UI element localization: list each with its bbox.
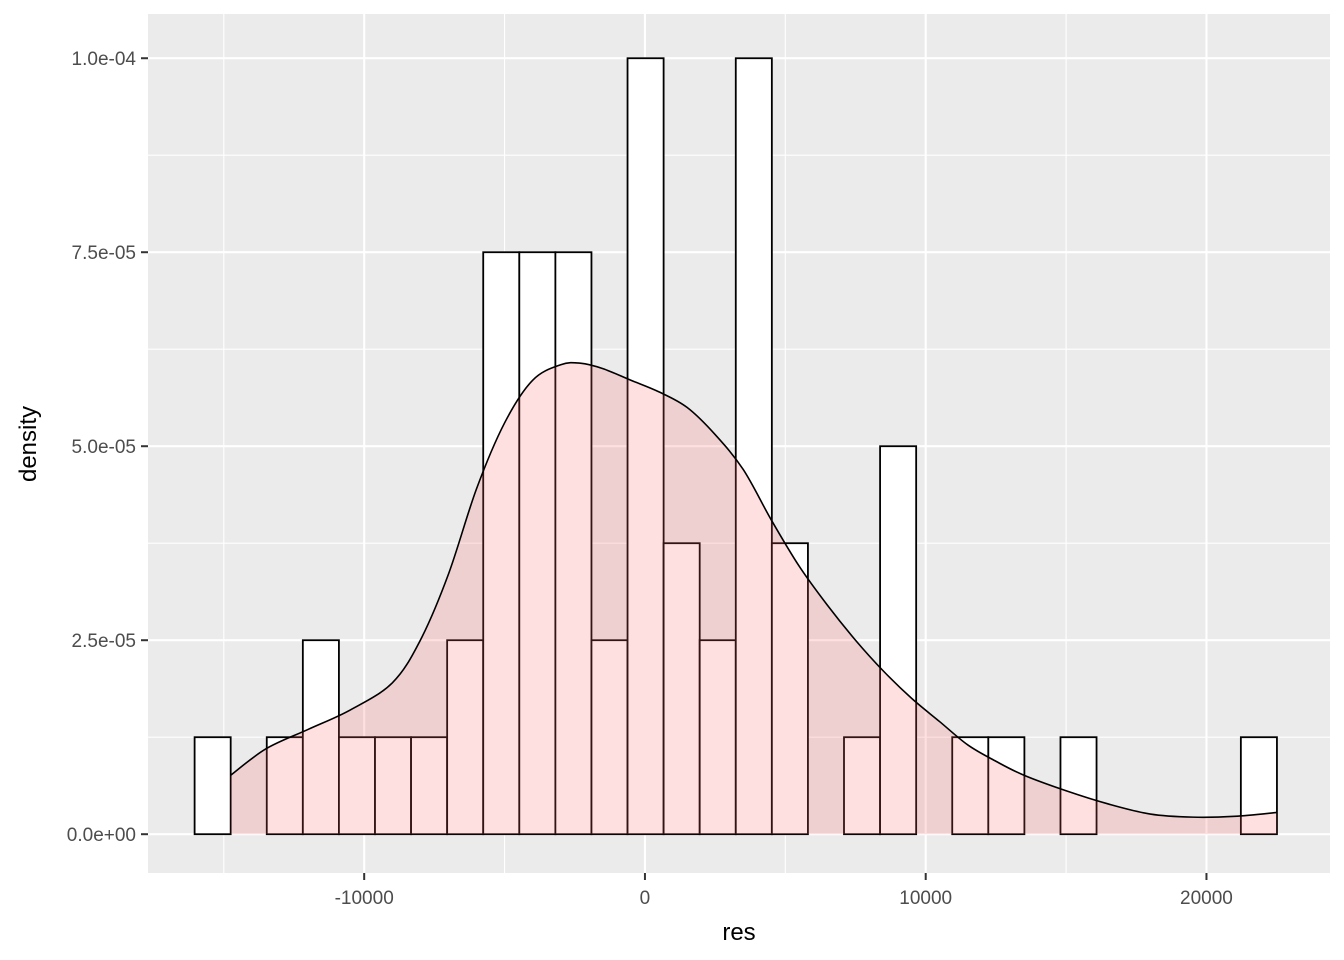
density-curve-line: [230, 361, 1278, 819]
histogram-bar: [590, 639, 629, 836]
y-tick-label: 7.5e-05: [72, 243, 136, 264]
y-axis-title: density: [15, 406, 42, 482]
histogram-bar: [987, 736, 1026, 836]
histogram-bar: [770, 542, 809, 836]
x-axis: -10000 0 10000 20000: [335, 873, 1233, 909]
y-tick-label: 1.0e-04: [72, 49, 137, 70]
histogram-bar: [193, 736, 232, 836]
density-area: [230, 362, 1277, 835]
histogram-bar: [734, 57, 773, 836]
histogram-bar: [410, 736, 449, 836]
histogram-bar: [843, 736, 881, 836]
histogram-bar: [1239, 736, 1278, 836]
x-tick-label: 20000: [1180, 888, 1233, 909]
histogram-bar: [1059, 736, 1098, 836]
density-layer: [230, 361, 1278, 835]
histogram-bar: [662, 542, 701, 836]
y-axis: 0.0e+00 2.5e-05 5.0e-05 7.5e-05 1.0e-04: [67, 49, 148, 846]
histogram-bar: [265, 736, 304, 836]
x-tick-label: 10000: [899, 888, 952, 909]
y-tick-label: 5.0e-05: [72, 437, 136, 458]
histogram-bar: [698, 639, 737, 836]
x-tick-label: 0: [640, 888, 651, 909]
histogram-bar: [554, 251, 593, 836]
histogram-bar: [626, 57, 665, 836]
histogram-bar: [301, 639, 340, 836]
x-axis-title: res: [722, 919, 755, 946]
y-tick-label: 0.0e+00: [67, 825, 136, 846]
y-tick-label: 2.5e-05: [72, 631, 136, 652]
histogram-bar: [879, 445, 918, 836]
histogram-bars: [193, 57, 1278, 836]
x-tick-label: -10000: [335, 888, 394, 909]
histogram-bar: [482, 251, 521, 836]
